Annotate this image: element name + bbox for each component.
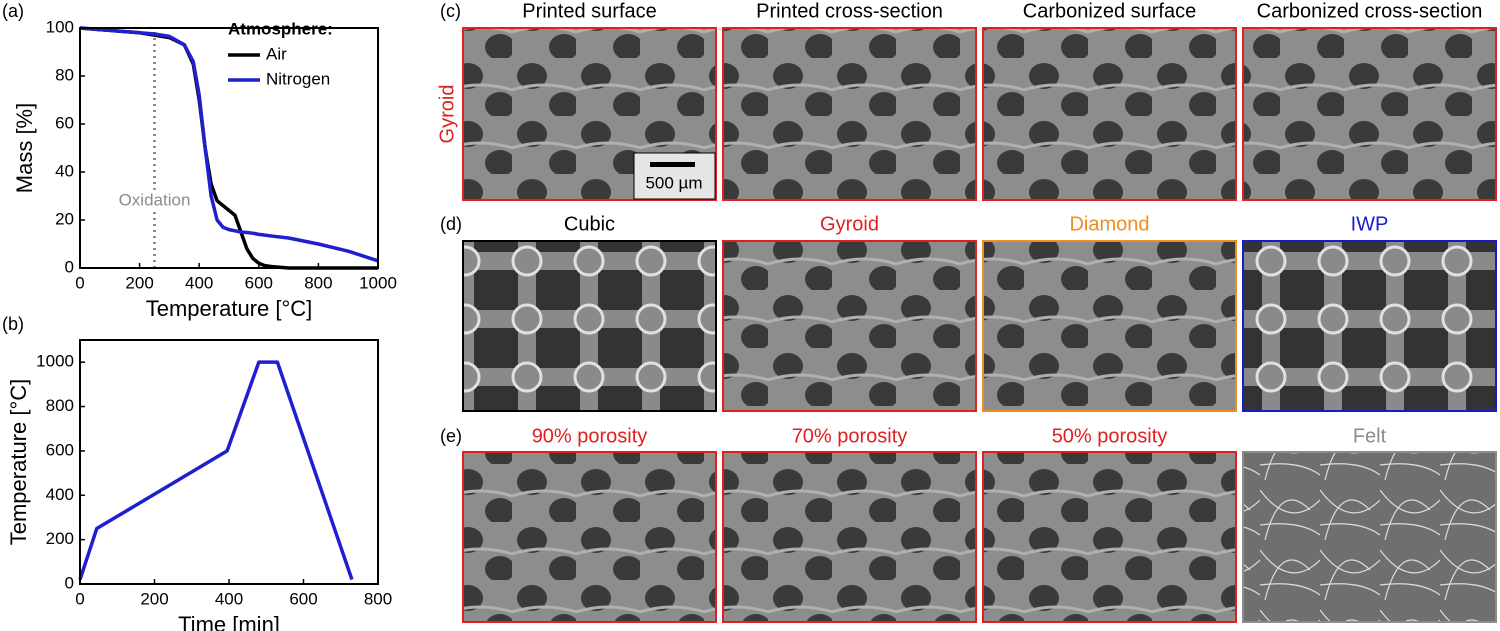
image-title: Printed cross-section: [756, 0, 943, 22]
x-tick-label: 200: [125, 273, 153, 292]
y-axis-label: Temperature [°C]: [6, 379, 31, 546]
panel-label: (a): [2, 1, 24, 21]
sem-image: [1242, 240, 1497, 412]
x-tick-label: 600: [289, 589, 317, 608]
plot-frame: [79, 339, 379, 585]
sem-image: [982, 27, 1237, 201]
y-tick-label: 400: [46, 485, 74, 504]
annotation: Oxidation: [119, 190, 191, 209]
plot-frame: [79, 27, 379, 269]
y-tick-label: 80: [55, 65, 74, 84]
scale-bar: [650, 162, 695, 167]
x-tick-label: 0: [75, 273, 84, 292]
image-title: Diamond: [1069, 213, 1149, 235]
x-tick-label: 0: [75, 589, 84, 608]
image-title: 70% porosity: [792, 425, 908, 447]
image-title: Carbonized surface: [1023, 0, 1196, 22]
sem-image: [982, 240, 1237, 412]
x-tick-label: 800: [364, 589, 392, 608]
y-tick-label: 600: [46, 440, 74, 459]
panel-label: (e): [440, 426, 462, 446]
data-line: [79, 26, 378, 270]
x-tick-label: 800: [304, 273, 332, 292]
y-tick-label: 1000: [36, 352, 74, 371]
image-title: 50% porosity: [1052, 425, 1168, 447]
image-title: Carbonized cross-section: [1257, 0, 1483, 22]
x-tick-label: 400: [215, 589, 243, 608]
sem-image: [462, 240, 717, 412]
data-line: [79, 26, 379, 263]
row-label: Gyroid: [436, 85, 458, 144]
x-tick-label: 600: [245, 273, 273, 292]
legend-label: Air: [266, 44, 287, 63]
y-tick-label: 0: [65, 257, 74, 276]
sem-image: [1242, 451, 1497, 623]
panel-label: (d): [440, 214, 462, 234]
y-tick-label: 800: [46, 396, 74, 415]
sem-image: [982, 451, 1237, 623]
image-title: Cubic: [564, 213, 615, 235]
legend-label: Nitrogen: [266, 69, 330, 88]
image-title: IWP: [1351, 213, 1389, 235]
data-line: [78, 360, 354, 581]
sem-image: [1242, 27, 1497, 201]
x-tick-label: 200: [140, 589, 168, 608]
sem-image: [722, 240, 977, 412]
y-tick-label: 0: [65, 573, 74, 592]
scale-bar-box: [633, 152, 716, 200]
sem-image: [722, 451, 977, 623]
scale-bar-label: 500 µm: [645, 173, 702, 192]
sem-image: [722, 27, 977, 201]
sem-image: [462, 451, 717, 623]
image-title: Printed surface: [522, 0, 657, 22]
x-axis-label: Temperature [°C]: [146, 296, 313, 321]
y-tick-label: 20: [55, 209, 74, 228]
panel-label: (c): [440, 1, 461, 21]
panel-label: (b): [2, 314, 24, 334]
y-axis-label: Mass [%]: [12, 103, 37, 193]
y-tick-label: 60: [55, 113, 74, 132]
x-tick-label: 400: [185, 273, 213, 292]
y-tick-label: 100: [46, 17, 74, 36]
x-tick-label: 1000: [359, 273, 397, 292]
x-axis-label: Time [min]: [178, 612, 280, 631]
image-title: 90% porosity: [532, 425, 648, 447]
image-title: Gyroid: [820, 213, 879, 235]
y-tick-label: 200: [46, 529, 74, 548]
image-title: Felt: [1353, 425, 1387, 447]
annotation-bg: [110, 189, 199, 212]
y-tick-label: 40: [55, 161, 74, 180]
